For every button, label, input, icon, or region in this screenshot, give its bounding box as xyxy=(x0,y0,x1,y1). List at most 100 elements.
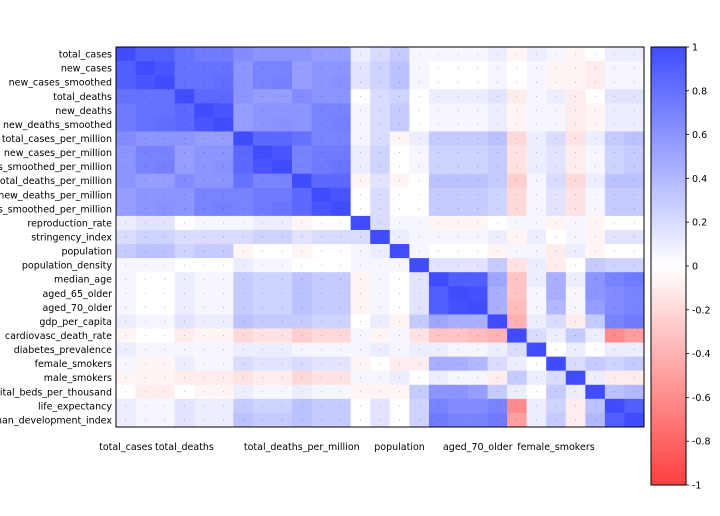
cell-dot xyxy=(262,236,264,238)
heatmap-cell xyxy=(350,384,371,400)
cell-dot xyxy=(144,264,146,266)
heatmap-cell xyxy=(448,103,469,118)
cell-dot xyxy=(438,208,440,210)
heatmap-cell xyxy=(507,286,527,301)
heatmap-cell xyxy=(624,103,645,118)
colorbar-tick-label: 0.2 xyxy=(692,218,707,229)
cell-dot xyxy=(203,180,205,182)
cell-dot xyxy=(320,208,322,210)
cell-dot xyxy=(535,391,537,393)
cell-dot xyxy=(438,81,440,83)
heatmap-cell xyxy=(272,314,293,329)
cell-dot xyxy=(223,95,225,97)
cell-dot xyxy=(320,222,322,224)
cell-dot xyxy=(399,222,401,224)
heatmap-cell xyxy=(389,398,410,414)
heatmap-cell xyxy=(565,286,586,301)
cell-dot xyxy=(125,166,127,168)
heatmap-cell xyxy=(135,145,156,160)
cell-dot xyxy=(301,236,303,238)
cell-dot xyxy=(457,264,459,266)
heatmap-cell xyxy=(292,103,312,118)
cell-dot xyxy=(633,236,635,238)
cell-dot xyxy=(281,138,283,139)
colorbar xyxy=(650,46,687,486)
cell-dot xyxy=(183,335,185,336)
heatmap-cell xyxy=(624,342,645,357)
cell-dot xyxy=(340,123,342,125)
heatmap-cell xyxy=(252,201,273,217)
heatmap-cell xyxy=(448,75,469,90)
cell-dot xyxy=(223,123,225,125)
heatmap-cell xyxy=(448,173,469,189)
y-tick-label: new_deaths_smoothed_per_million xyxy=(0,204,112,215)
cell-dot xyxy=(555,405,557,407)
heatmap-cell xyxy=(311,229,332,245)
heatmap-cell xyxy=(526,314,547,329)
heatmap-cell xyxy=(526,145,547,160)
heatmap-cell xyxy=(233,61,254,76)
heatmap-cell xyxy=(252,173,273,189)
cell-dot xyxy=(614,363,616,365)
heatmap-cell xyxy=(546,384,567,400)
heatmap-cell xyxy=(565,314,586,329)
heatmap-cell xyxy=(350,159,371,174)
heatmap-cell xyxy=(135,187,156,203)
cell-dot xyxy=(203,166,205,168)
heatmap-cell xyxy=(624,159,645,174)
cell-dot xyxy=(203,194,205,196)
cell-dot xyxy=(125,377,127,379)
heatmap-cell xyxy=(448,356,469,371)
heatmap-cell xyxy=(174,145,195,160)
cell-dot xyxy=(125,95,127,97)
cell-dot xyxy=(144,194,146,196)
heatmap-cell xyxy=(213,244,234,259)
heatmap-cell xyxy=(409,215,430,231)
cell-dot xyxy=(301,123,303,125)
cell-dot xyxy=(183,250,185,252)
cell-dot xyxy=(242,81,244,83)
heatmap-cell xyxy=(409,328,430,343)
heatmap-cell xyxy=(585,328,606,343)
heatmap-cell xyxy=(389,145,410,160)
cell-dot xyxy=(633,180,635,182)
cell-dot xyxy=(223,391,225,393)
cell-dot xyxy=(477,222,479,224)
cell-dot xyxy=(320,250,322,252)
y-tick-label: life_expectancy xyxy=(38,401,112,412)
heatmap-cell xyxy=(389,412,410,428)
cell-dot xyxy=(164,81,166,83)
heatmap-cell xyxy=(526,75,547,90)
heatmap-cell xyxy=(370,103,391,118)
heatmap-cell xyxy=(624,215,645,231)
heatmap-cell xyxy=(389,384,410,400)
heatmap-cell xyxy=(272,370,293,386)
heatmap-cell xyxy=(213,173,234,189)
colorbar-segment xyxy=(651,195,686,201)
cell-dot xyxy=(262,306,264,308)
heatmap-cell xyxy=(311,89,332,104)
cell-dot xyxy=(359,320,361,322)
cell-dot xyxy=(477,95,479,97)
cell-dot xyxy=(399,138,401,139)
heatmap-cell xyxy=(292,272,312,287)
cell-dot xyxy=(633,109,635,111)
heatmap-cell xyxy=(272,244,293,259)
heatmap-cell xyxy=(272,384,293,400)
cell-dot xyxy=(438,405,440,407)
heatmap-cell xyxy=(233,89,254,104)
heatmap-cell xyxy=(468,258,488,273)
cell-dot xyxy=(242,208,244,210)
heatmap-cell xyxy=(428,370,449,386)
cell-dot xyxy=(144,405,146,407)
heatmap-cell xyxy=(428,187,449,203)
heatmap-cell xyxy=(585,117,606,132)
heatmap-cell xyxy=(292,258,312,273)
cell-dot xyxy=(614,391,616,393)
cell-dot xyxy=(516,53,518,55)
heatmap-cell xyxy=(565,89,586,104)
cell-dot xyxy=(281,391,283,393)
heatmap-cell xyxy=(565,370,586,386)
cell-dot xyxy=(340,250,342,252)
cell-dot xyxy=(301,152,303,154)
